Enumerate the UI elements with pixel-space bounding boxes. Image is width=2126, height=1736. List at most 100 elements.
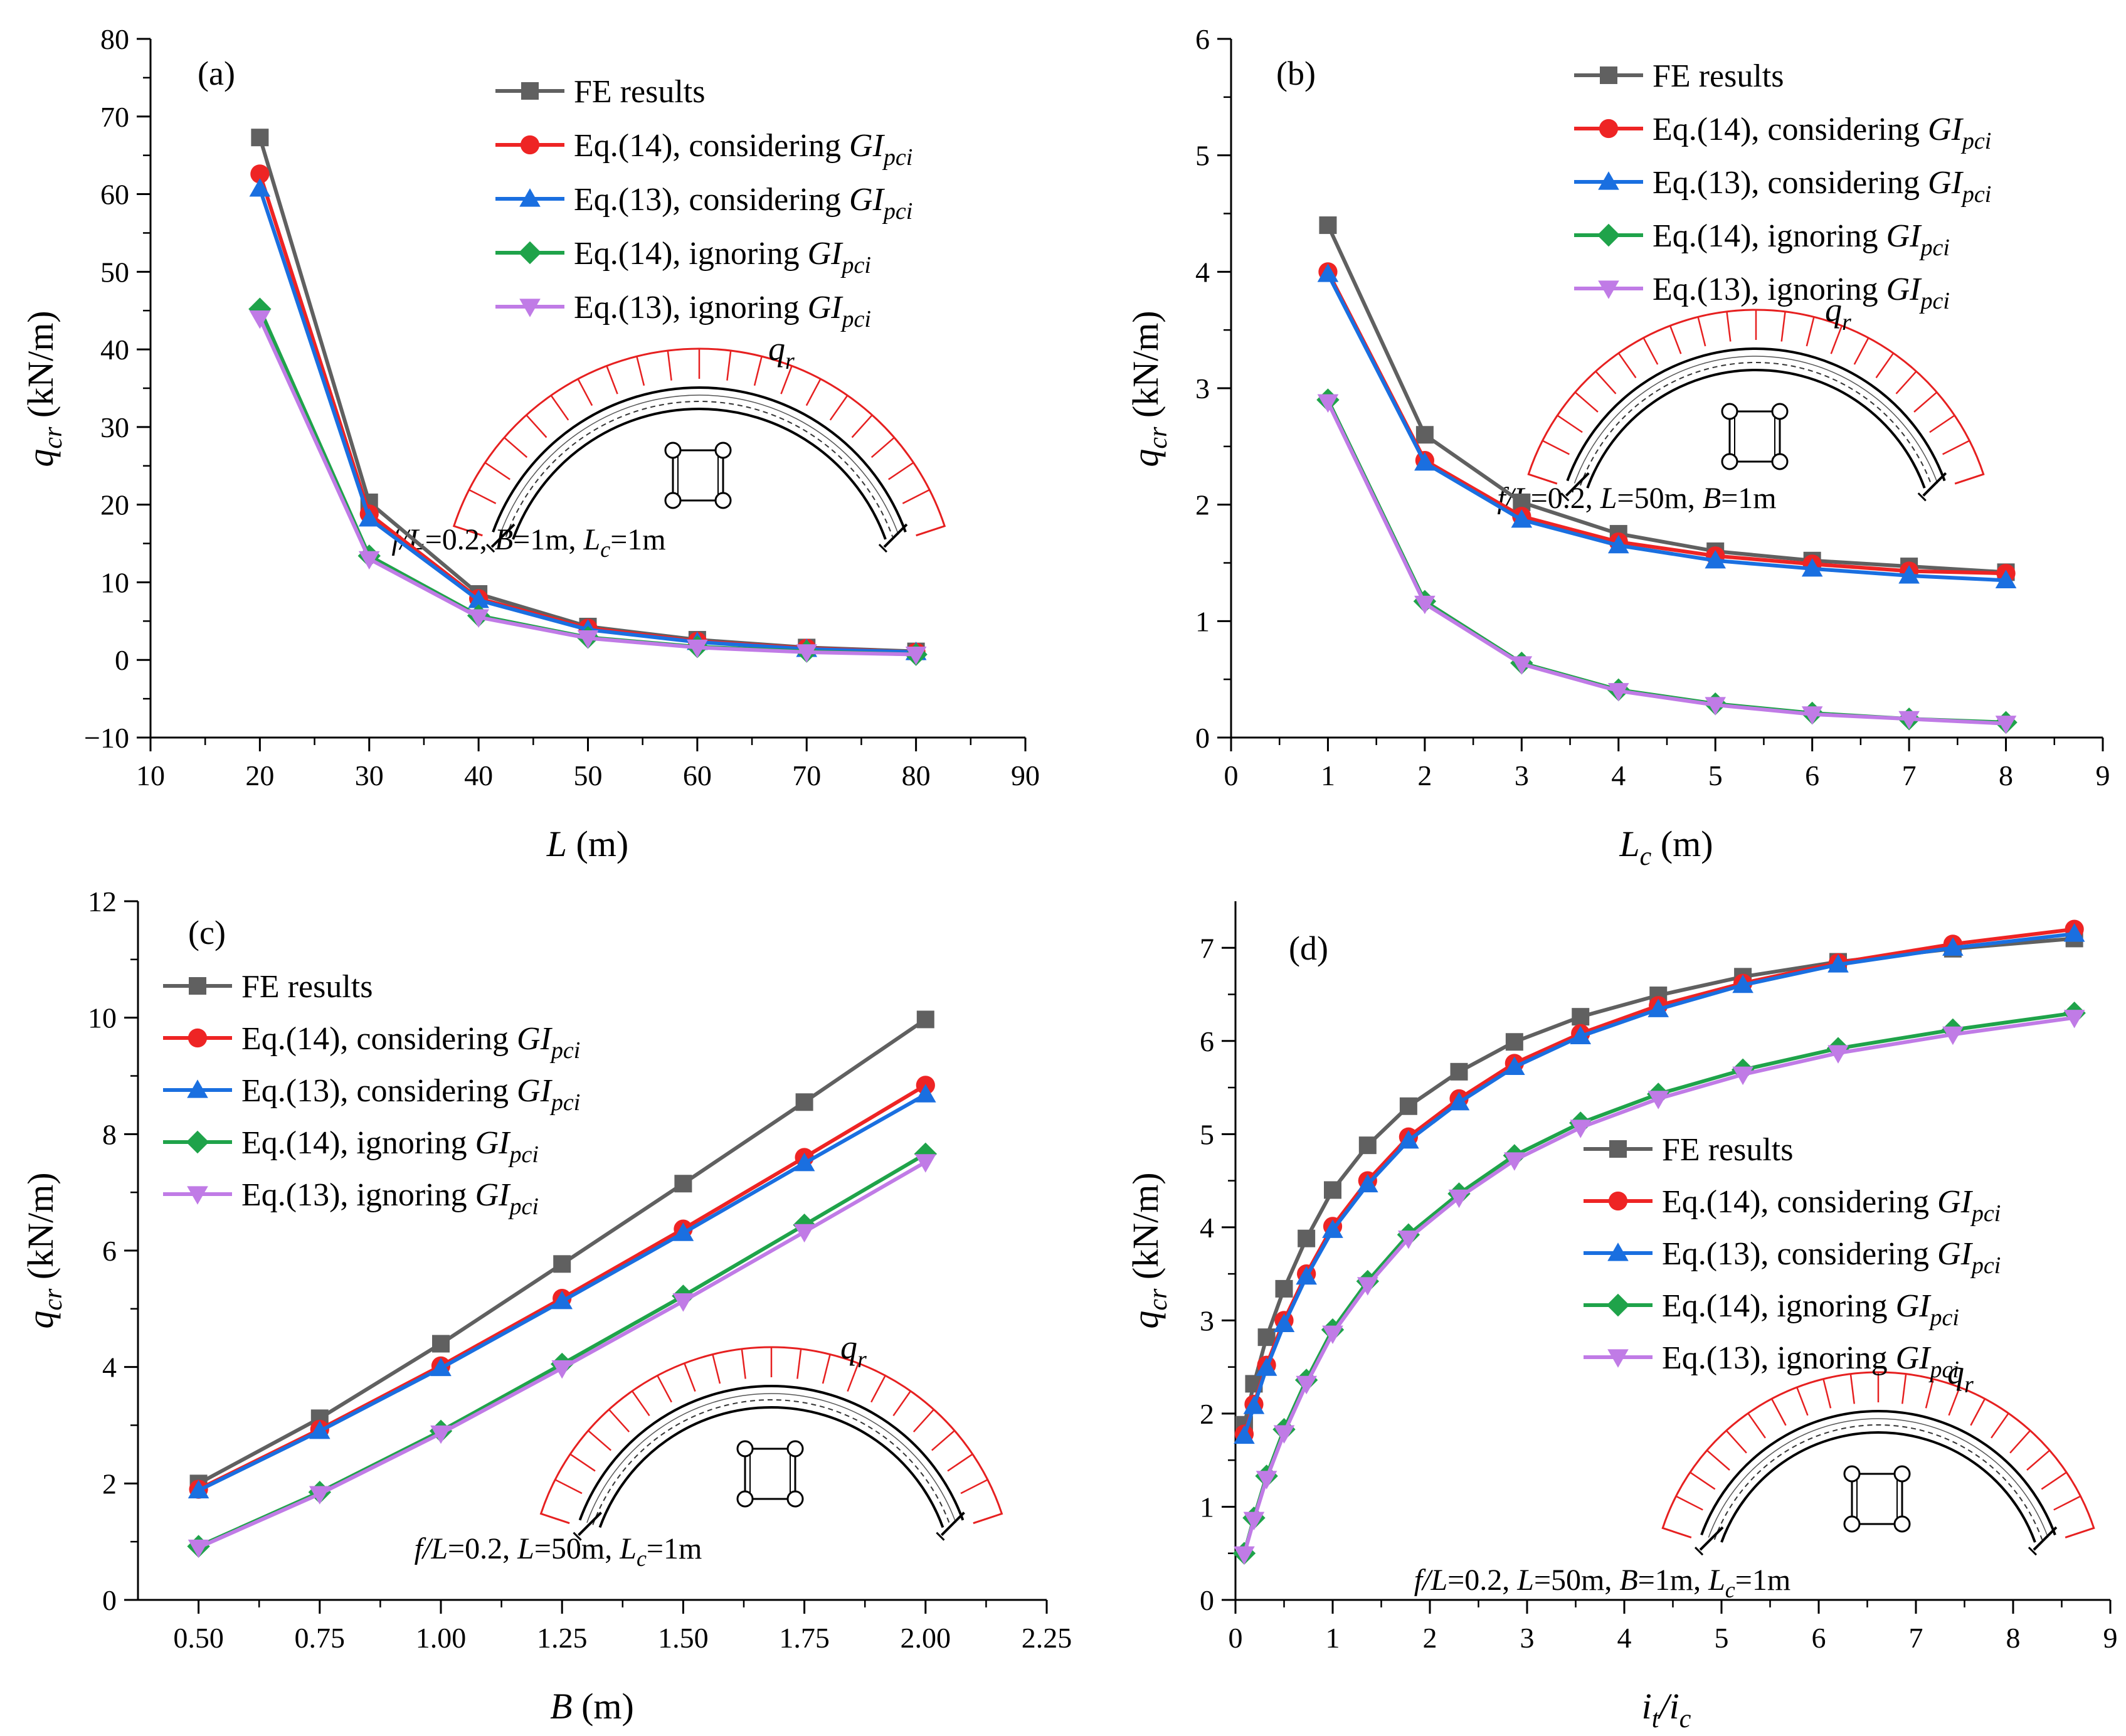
y-axis-title: qcr (kN/m) bbox=[1125, 310, 1173, 467]
legend-swatch-marker bbox=[1600, 66, 1617, 84]
left-support bbox=[1699, 1526, 1724, 1551]
x-tick-label: 9 bbox=[2103, 1622, 2118, 1654]
data-point bbox=[1298, 1229, 1316, 1247]
x-axis-title: Lc (m) bbox=[1619, 823, 1713, 871]
data-point bbox=[577, 630, 599, 649]
load-label: qr bbox=[1947, 1353, 1974, 1398]
chart-panel-a: 10 20 30 40 50 60 70 80 90 −10 0 10 20 30 40 50 60 70 80 qc… bbox=[20, 23, 1040, 864]
series-line bbox=[1242, 1015, 2075, 1555]
section-chord-tube bbox=[664, 492, 682, 509]
load-arrow bbox=[484, 462, 510, 480]
y-tick-label: 0 bbox=[115, 644, 129, 676]
load-arrow bbox=[1806, 317, 1815, 347]
support-hatch bbox=[1917, 492, 1927, 502]
load-arrow bbox=[1925, 1379, 1934, 1409]
chart-panel-c: 0.50 0.75 1.00 1.25 1.50 1.75 2.00 2.25 0 2 4 6 8 10 1… bbox=[20, 886, 1072, 1727]
legend-entry-eq14i: Eq.(14), ignoring GIpci bbox=[1653, 218, 1950, 261]
load-arrow bbox=[2009, 1430, 2031, 1454]
data-point bbox=[1322, 1219, 1343, 1238]
series-fe bbox=[189, 1010, 934, 1493]
arch-diagram: qr bbox=[452, 330, 946, 553]
support-hatch bbox=[573, 1532, 582, 1541]
x-tick-label: 7 bbox=[1902, 760, 1917, 791]
arch-web-line bbox=[586, 1393, 956, 1523]
load-arrow bbox=[468, 489, 497, 504]
y-tick-label: 0 bbox=[102, 1584, 117, 1616]
x-tick-label: 2 bbox=[1417, 760, 1432, 791]
data-point bbox=[1705, 697, 1727, 716]
data-point bbox=[687, 639, 708, 659]
legend-entry-fe: FE results bbox=[574, 74, 705, 110]
data-point bbox=[1942, 1026, 1964, 1045]
data-point bbox=[1398, 1231, 1419, 1249]
data-point bbox=[1505, 1033, 1523, 1051]
section-chord-tube bbox=[1893, 1515, 1911, 1533]
data-point bbox=[1275, 1279, 1293, 1298]
arch-diagram: qr bbox=[539, 1328, 1003, 1541]
y-axis-title: qcr (kN/m) bbox=[20, 310, 68, 467]
data-point bbox=[251, 129, 269, 147]
data-point bbox=[2063, 1010, 2085, 1029]
load-arrow bbox=[1595, 371, 1617, 394]
data-point bbox=[432, 1335, 450, 1353]
y-tick-label: 2 bbox=[1200, 1398, 1214, 1430]
load-arrow bbox=[636, 356, 645, 386]
panel-label: (c) bbox=[188, 914, 226, 951]
x-tick-label: 4 bbox=[1617, 1622, 1632, 1654]
load-arrow bbox=[1796, 1387, 1809, 1416]
panel-label: (a) bbox=[198, 55, 235, 92]
load-arrow bbox=[847, 1363, 859, 1392]
arch-diagram: qr bbox=[1527, 291, 1985, 502]
data-point bbox=[793, 1224, 815, 1243]
data-point bbox=[1732, 974, 1753, 993]
arch-outer-chord bbox=[578, 1385, 965, 1521]
load-arrow bbox=[1849, 1373, 1855, 1404]
load-label: qr bbox=[768, 330, 795, 374]
data-point bbox=[1415, 426, 1434, 444]
data-point bbox=[914, 1142, 937, 1166]
y-tick-label: 4 bbox=[1195, 256, 1210, 288]
legend: FE results Eq.(14), considering GIpci Eq.(… bbox=[1574, 58, 1991, 314]
data-point bbox=[309, 1486, 331, 1505]
load-arrow bbox=[2053, 1495, 2081, 1511]
load-arrow bbox=[1822, 1379, 1832, 1409]
right-support bbox=[2033, 1526, 2058, 1551]
load-arrow bbox=[657, 1375, 672, 1403]
legend-entry-fe: FE results bbox=[241, 969, 373, 1005]
series-line bbox=[1326, 273, 2006, 583]
load-arrow bbox=[931, 1430, 955, 1451]
legend-swatch-marker bbox=[1607, 1242, 1629, 1261]
data-point bbox=[249, 178, 271, 197]
arch-inner-chord bbox=[512, 408, 887, 540]
y-axis-title: qcr (kN/m) bbox=[20, 1172, 68, 1328]
x-tick-label: 20 bbox=[245, 760, 274, 791]
load-arrow bbox=[1725, 1430, 1747, 1454]
load-arrow bbox=[1642, 337, 1659, 365]
legend-entry-eq13i: Eq.(13), ignoring GIpci bbox=[241, 1177, 539, 1220]
load-arrow bbox=[550, 394, 569, 421]
load-arrow bbox=[588, 1430, 611, 1451]
support-hatch bbox=[878, 544, 887, 553]
parameters-label: f/L=0.2, L=50m, Lc=1m bbox=[415, 1532, 702, 1571]
y-axis-title: qcr (kN/m) bbox=[1125, 1172, 1173, 1328]
data-point bbox=[1647, 998, 1669, 1017]
data-point bbox=[1322, 1325, 1343, 1344]
legend: FE results Eq.(14), considering GIpci Eq.(… bbox=[495, 74, 912, 332]
panel-label: (b) bbox=[1276, 55, 1316, 92]
series-eq13c bbox=[1317, 263, 2017, 588]
load-label: qr bbox=[840, 1328, 867, 1373]
data-point bbox=[1324, 1181, 1341, 1199]
data-point bbox=[1273, 1425, 1295, 1444]
legend-swatch-marker bbox=[1599, 119, 1619, 139]
load-arrow bbox=[577, 378, 593, 406]
arch-centerline bbox=[1713, 1424, 2043, 1540]
legend-entry-eq14c: Eq.(14), considering GIpci bbox=[1662, 1184, 2001, 1227]
y-tick-label: 40 bbox=[100, 334, 129, 366]
data-point bbox=[1732, 1066, 1753, 1086]
legend-entry-eq13c: Eq.(13), considering GIpci bbox=[241, 1073, 580, 1116]
legend-entry-eq14c: Eq.(14), considering GIpci bbox=[574, 128, 912, 171]
data-point bbox=[1827, 1045, 1849, 1064]
parameters-label: f/L=0.2, L=50m, B=1m, Lc=1m bbox=[1414, 1564, 1790, 1602]
